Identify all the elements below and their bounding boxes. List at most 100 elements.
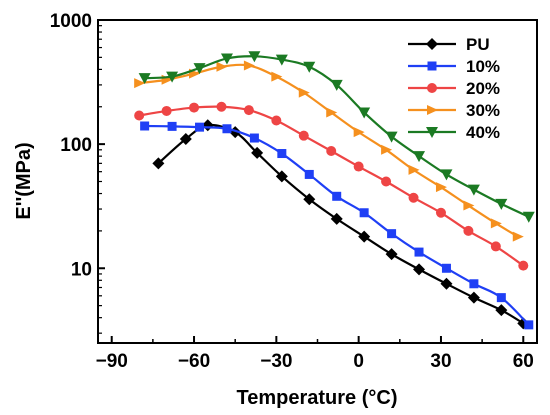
legend-marker — [426, 38, 438, 50]
data-point-10pct — [195, 122, 205, 132]
data-point-40pct — [467, 184, 480, 196]
y-axis-label: E''(MPa) — [13, 142, 35, 219]
data-point-20pct — [243, 105, 254, 116]
data-point-30pct — [326, 107, 338, 118]
legend-item-10pct: 10% — [408, 57, 500, 76]
data-point-pu — [303, 193, 316, 206]
legend-label: 20% — [466, 79, 500, 98]
data-point-pu — [358, 230, 371, 243]
x-tick-label: −60 — [178, 351, 210, 372]
data-point-40pct — [166, 71, 179, 83]
data-point-20pct — [216, 101, 227, 112]
data-point-40pct — [330, 79, 343, 91]
data-point-10pct — [277, 149, 287, 159]
data-point-pu — [495, 304, 508, 317]
data-point-30pct — [408, 164, 420, 175]
plot-layer — [134, 51, 535, 330]
series-40pct — [138, 51, 535, 223]
data-point-40pct — [248, 51, 261, 63]
data-point-30pct — [353, 127, 365, 138]
data-point-40pct — [358, 107, 371, 119]
data-point-10pct — [441, 263, 451, 273]
legend-item-20pct: 20% — [408, 79, 500, 98]
legend: PU 10% 20% 30% 40% — [408, 35, 500, 142]
legend-label: PU — [466, 35, 490, 54]
x-tick-label: 60 — [513, 351, 534, 372]
series-pu — [152, 119, 530, 330]
data-point-40pct — [522, 211, 535, 223]
data-point-20pct — [435, 207, 446, 218]
data-point-pu — [440, 277, 453, 290]
data-point-10pct — [140, 121, 150, 131]
legend-label: 10% — [466, 57, 500, 76]
data-point-20pct — [381, 176, 392, 187]
data-point-20pct — [271, 115, 282, 126]
data-point-10pct — [222, 124, 232, 134]
legend-marker — [427, 105, 438, 115]
series-20pct — [134, 101, 529, 271]
data-point-10pct — [359, 208, 369, 218]
data-point-20pct — [353, 161, 364, 172]
x-tick-label: 30 — [430, 351, 451, 372]
y-tick-label: 10 — [71, 259, 92, 280]
data-point-30pct — [271, 71, 283, 82]
data-point-20pct — [161, 105, 172, 116]
data-point-30pct — [243, 60, 255, 71]
data-point-30pct — [134, 78, 146, 89]
data-point-pu — [413, 263, 426, 276]
data-point-30pct — [490, 218, 502, 229]
legend-marker — [426, 127, 438, 138]
data-point-20pct — [326, 146, 337, 157]
x-tick-label: −90 — [96, 351, 128, 372]
data-point-40pct — [385, 131, 398, 143]
series-10pct — [140, 121, 534, 330]
data-point-pu — [275, 170, 288, 183]
data-point-40pct — [193, 63, 206, 75]
legend-marker — [427, 83, 437, 93]
data-point-10pct — [167, 121, 177, 131]
data-point-pu — [330, 212, 343, 225]
legend-label: 30% — [466, 101, 500, 120]
legend-item-30pct: 30% — [408, 101, 500, 120]
data-point-30pct — [298, 87, 310, 98]
legend-marker — [427, 61, 437, 71]
data-point-pu — [467, 291, 480, 304]
data-point-10pct — [304, 169, 314, 179]
data-point-10pct — [496, 293, 506, 303]
data-point-20pct — [408, 192, 419, 203]
data-point-pu — [385, 248, 398, 261]
data-point-30pct — [381, 144, 393, 155]
data-point-40pct — [138, 73, 151, 85]
legend-item-pu: PU — [408, 35, 490, 54]
data-point-20pct — [298, 130, 309, 141]
legend-item-40pct: 40% — [408, 123, 500, 142]
data-point-20pct — [189, 102, 200, 113]
data-point-20pct — [490, 241, 501, 252]
y-tick-label: 1000 — [50, 11, 92, 32]
x-tick-label: −30 — [260, 351, 292, 372]
data-point-pu — [152, 157, 165, 170]
x-axis-label: Temperature (°C) — [237, 387, 398, 409]
data-point-30pct — [435, 182, 447, 193]
data-point-40pct — [440, 169, 453, 181]
data-point-40pct — [275, 54, 288, 66]
data-point-40pct — [220, 53, 233, 65]
data-point-10pct — [387, 229, 397, 239]
x-tick-label: 0 — [353, 351, 364, 372]
data-point-20pct — [134, 110, 145, 121]
data-point-20pct — [463, 225, 474, 236]
data-point-40pct — [495, 198, 508, 210]
data-point-10pct — [524, 320, 534, 330]
data-point-pu — [179, 132, 192, 145]
data-point-20pct — [518, 260, 529, 271]
data-point-40pct — [303, 61, 316, 73]
data-point-30pct — [512, 231, 524, 242]
data-point-40pct — [413, 151, 426, 163]
series-line-pu — [157, 123, 524, 325]
data-point-10pct — [469, 279, 479, 289]
y-tick-label: 100 — [60, 135, 92, 156]
data-point-10pct — [414, 247, 424, 257]
data-point-30pct — [216, 61, 228, 72]
data-point-30pct — [463, 200, 475, 211]
